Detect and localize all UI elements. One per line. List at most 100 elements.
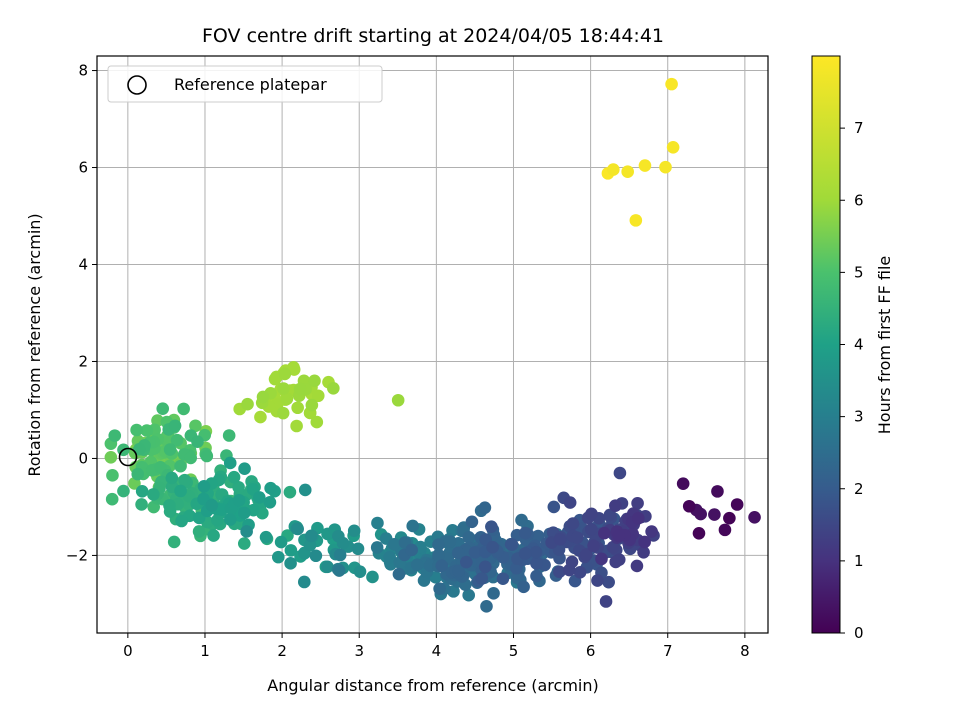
x-tick-label: 3 bbox=[354, 642, 364, 660]
y-tick-label: 0 bbox=[78, 449, 88, 467]
scatter-point bbox=[297, 575, 311, 589]
scatter-point bbox=[485, 520, 498, 533]
legend-marker bbox=[127, 75, 147, 95]
scatter-point bbox=[518, 526, 532, 540]
scatter-point bbox=[310, 415, 324, 429]
scatter-point bbox=[405, 543, 419, 557]
scatter-point bbox=[140, 424, 154, 437]
x-tick-label: 1 bbox=[200, 642, 210, 660]
scatter-point bbox=[205, 499, 219, 512]
scatter-point bbox=[383, 550, 396, 564]
scatter-point bbox=[480, 600, 493, 613]
scatter-point bbox=[748, 510, 761, 524]
scatter-point bbox=[291, 522, 304, 536]
scatter-point bbox=[529, 545, 543, 559]
colorbar-ticks: 0 1 2 3 4 5 6 7 bbox=[840, 119, 864, 642]
y-axis-label: Rotation from reference (arcmin) bbox=[25, 213, 44, 476]
colorbar-tick-label: 2 bbox=[854, 480, 864, 498]
scatter-point bbox=[632, 511, 645, 525]
scatter-point bbox=[268, 372, 282, 386]
scatter-point bbox=[287, 360, 300, 374]
chart-title: FOV centre drift starting at 2024/04/05 … bbox=[202, 25, 664, 47]
scatter-point bbox=[174, 484, 187, 498]
scatter-point bbox=[371, 516, 384, 530]
scatter-point bbox=[165, 471, 179, 485]
scatter-point bbox=[130, 423, 143, 437]
scatter-point bbox=[280, 392, 294, 406]
scatter-point bbox=[259, 530, 273, 544]
y-tick-label: 2 bbox=[78, 352, 88, 370]
y-tick-label: 4 bbox=[78, 255, 88, 273]
colorbar-tick-label: 0 bbox=[854, 624, 864, 642]
scatter-point bbox=[645, 525, 658, 538]
scatter-point bbox=[496, 572, 510, 585]
scatter-point bbox=[353, 565, 367, 578]
scatter-point bbox=[606, 540, 620, 554]
scatter-point bbox=[530, 557, 543, 570]
scatter-point bbox=[517, 580, 530, 594]
x-tick-label: 4 bbox=[432, 642, 442, 660]
scatter-point bbox=[553, 565, 566, 579]
scatter-point bbox=[290, 419, 303, 433]
scatter-point bbox=[254, 410, 267, 424]
scatter-point bbox=[566, 517, 580, 530]
scatter-point bbox=[256, 390, 270, 404]
scatter-point bbox=[718, 523, 732, 537]
scatter-point bbox=[105, 492, 119, 506]
scatter-point bbox=[465, 515, 479, 529]
scatter-point bbox=[207, 529, 220, 542]
scatter-point bbox=[277, 382, 290, 395]
scatter-point bbox=[432, 538, 445, 551]
scatter-point bbox=[223, 513, 237, 526]
scatter-point bbox=[272, 550, 285, 564]
scatter-point bbox=[459, 555, 473, 569]
scatter-point bbox=[607, 163, 620, 176]
scatter-point bbox=[585, 507, 598, 521]
scatter-point bbox=[711, 485, 724, 498]
scatter-point bbox=[452, 564, 465, 578]
scatter-point bbox=[591, 574, 604, 587]
scatter-point bbox=[191, 435, 204, 448]
scatter-point bbox=[167, 535, 181, 549]
colorbar-gradient bbox=[811, 55, 841, 634]
scatter-point bbox=[468, 546, 482, 559]
data-points bbox=[104, 77, 761, 613]
scatter-point bbox=[638, 159, 652, 172]
scatter-point bbox=[599, 595, 613, 608]
x-axis-ticks: 0 1 2 3 4 5 6 7 8 bbox=[123, 633, 750, 660]
scatter-point bbox=[263, 496, 277, 509]
scatter-point bbox=[682, 499, 696, 513]
scatter-point bbox=[443, 535, 457, 548]
scatter-point bbox=[486, 540, 499, 554]
scatter-point bbox=[603, 508, 617, 522]
scatter-point bbox=[433, 582, 446, 596]
scatter-point bbox=[276, 406, 290, 420]
x-tick-label: 0 bbox=[123, 642, 133, 660]
scatter-point bbox=[184, 451, 198, 465]
scatter-point bbox=[730, 498, 744, 511]
scatter-point bbox=[298, 483, 312, 497]
colorbar-tick-label: 7 bbox=[854, 119, 864, 137]
scatter-point bbox=[613, 466, 627, 480]
scatter-point bbox=[723, 511, 736, 525]
scatter-point bbox=[174, 459, 187, 473]
scatter-point bbox=[612, 529, 626, 543]
scatter-point bbox=[370, 541, 384, 554]
scatter-point bbox=[629, 214, 643, 227]
colorbar-tick-label: 3 bbox=[854, 408, 864, 426]
scatter-point bbox=[308, 374, 321, 388]
scatter-point bbox=[232, 480, 245, 494]
scatter-point bbox=[278, 367, 292, 381]
scatter-point bbox=[475, 572, 489, 585]
plot-frame bbox=[96, 55, 769, 634]
scatter-point bbox=[609, 499, 622, 512]
scatter-point bbox=[336, 536, 350, 550]
colorbar-tick-label: 1 bbox=[854, 552, 864, 570]
scatter-point bbox=[170, 433, 184, 447]
scatter-point bbox=[665, 77, 678, 91]
scatter-point bbox=[192, 525, 206, 538]
scatter-point bbox=[237, 506, 251, 520]
scatter-point bbox=[451, 546, 465, 560]
x-tick-label: 6 bbox=[586, 642, 596, 660]
